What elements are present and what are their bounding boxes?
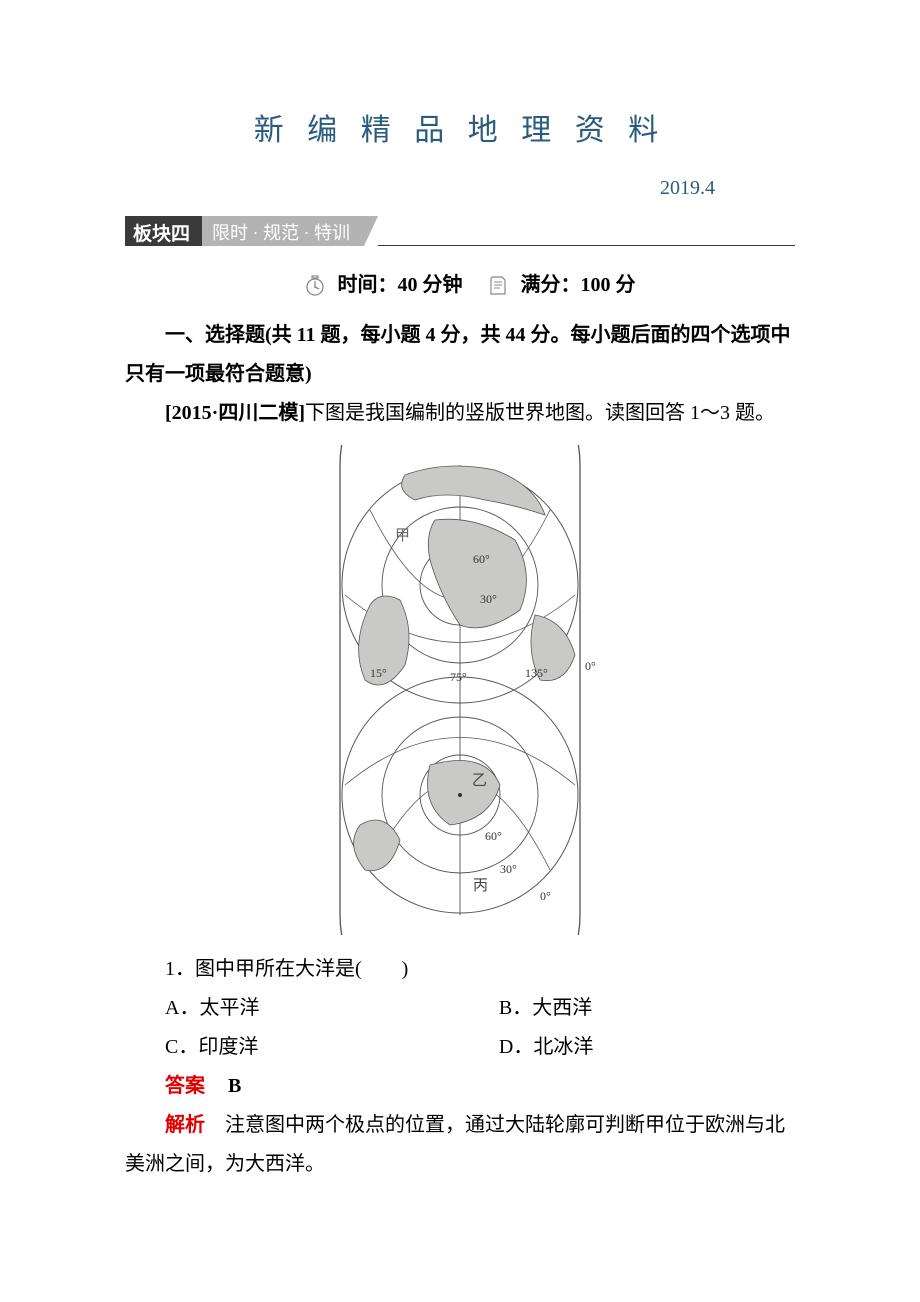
svg-text:60°: 60°	[473, 552, 490, 566]
page-date: 2019.4	[125, 177, 795, 200]
svg-text:30°: 30°	[480, 592, 497, 606]
svg-text:乙: 乙	[472, 773, 487, 789]
score-label: 满分：	[521, 274, 581, 296]
q1-option-a: A．太平洋	[165, 989, 499, 1028]
note-icon	[486, 274, 510, 298]
banner-rule	[378, 216, 795, 246]
section-banner: 板块四 限时 · 规范 · 特训	[125, 216, 795, 246]
q1-analysis-text: 注意图中两个极点的位置，通过大陆轮廓可判断甲位于欧洲与北美洲之间，为大西洋。	[125, 1114, 785, 1175]
world-map-figure: 甲 乙 丙 60° 30° 0° 60° 30° 0° 15° 75° 135°	[125, 445, 795, 940]
svg-text:0°: 0°	[585, 659, 596, 673]
svg-text:0°: 0°	[540, 889, 551, 903]
q1-stem: 1．图中甲所在大洋是( )	[125, 950, 795, 989]
svg-text:135°: 135°	[525, 666, 548, 680]
clock-icon	[303, 274, 327, 298]
time-label: 时间：	[338, 274, 398, 296]
section-subtitle: 限时 · 规范 · 特训	[202, 216, 364, 246]
svg-text:75°: 75°	[450, 670, 467, 684]
q1-option-c: C．印度洋	[165, 1028, 499, 1067]
svg-text:15°: 15°	[370, 666, 387, 680]
page-title: 新 编 精 品 地 理 资 料	[125, 105, 795, 149]
section-number: 板块四	[125, 216, 202, 246]
svg-text:甲: 甲	[395, 528, 410, 544]
svg-text:丙: 丙	[473, 878, 488, 894]
q1-analysis: 解析 注意图中两个极点的位置，通过大陆轮廓可判断甲位于欧洲与北美洲之间，为大西洋…	[125, 1106, 795, 1184]
q1-answer-row: 答案 B	[125, 1067, 795, 1106]
q1-options-row2: C．印度洋 D．北冰洋	[125, 1028, 795, 1067]
passage-source: [2015·四川二模]	[165, 402, 305, 424]
answer-label: 答案	[165, 1075, 205, 1097]
section-intro: 一、选择题(共 11 题，每小题 4 分，共 44 分。每小题后面的四个选项中只…	[125, 316, 795, 394]
q1-answer: B	[228, 1075, 241, 1097]
timing-row: 时间：40 分钟 满分：100 分	[125, 268, 795, 298]
q1-option-b: B．大西洋	[499, 989, 795, 1028]
time-value: 40 分钟	[398, 274, 463, 296]
analysis-label: 解析	[165, 1114, 205, 1136]
svg-text:60°: 60°	[485, 829, 502, 843]
passage-text: 下图是我国编制的竖版世界地图。读图回答 1～3 题。	[305, 402, 775, 424]
q1-options-row1: A．太平洋 B．大西洋	[125, 989, 795, 1028]
score-value: 100 分	[581, 274, 636, 296]
svg-text:30°: 30°	[500, 862, 517, 876]
passage: [2015·四川二模]下图是我国编制的竖版世界地图。读图回答 1～3 题。	[125, 394, 795, 433]
q1-option-d: D．北冰洋	[499, 1028, 795, 1067]
